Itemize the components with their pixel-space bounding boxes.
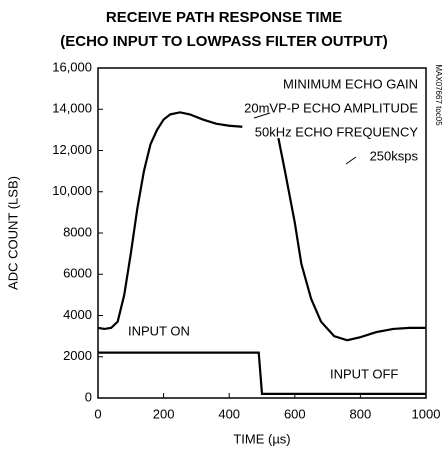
leader-line <box>253 112 271 119</box>
chart-title: RECEIVE PATH RESPONSE TIME <box>106 9 342 26</box>
y-tick-label: 2000 <box>63 348 92 363</box>
y-tick-label: 10,000 <box>52 183 92 198</box>
y-tick-label: 16,000 <box>52 59 92 74</box>
x-tick-label: 1000 <box>412 406 441 421</box>
chart-title: (ECHO INPUT TO LOWPASS FILTER OUTPUT) <box>60 33 388 50</box>
y-tick-label: 8000 <box>63 224 92 239</box>
y-tick-label: 12,000 <box>52 142 92 157</box>
y-tick-label: 6000 <box>63 266 92 281</box>
y-tick-label: 4000 <box>63 307 92 322</box>
figure-id: MAX07667 toc05 <box>434 64 443 126</box>
annotation: INPUT OFF <box>330 366 398 381</box>
x-tick-label: 400 <box>218 406 240 421</box>
y-tick-label: 14,000 <box>52 101 92 116</box>
annotation: 50kHz ECHO FREQUENCY <box>255 124 419 139</box>
x-tick-label: 600 <box>284 406 306 421</box>
x-tick-label: 800 <box>350 406 372 421</box>
annotation: 20mVP-P ECHO AMPLITUDE <box>244 100 418 115</box>
annotation: INPUT ON <box>128 323 190 338</box>
x-tick-label: 0 <box>94 406 101 421</box>
y-tick-label: 0 <box>85 389 92 404</box>
plot-frame <box>97 67 427 399</box>
y-axis-label: ADC COUNT (LSB) <box>5 176 20 290</box>
annotation: 250ksps <box>370 148 419 163</box>
data-line <box>98 351 426 395</box>
x-tick-label: 200 <box>153 406 175 421</box>
annotation: MINIMUM ECHO GAIN <box>283 76 418 91</box>
leader-line <box>345 156 357 165</box>
data-line <box>97 111 426 342</box>
x-axis-label: TIME (µs) <box>233 431 290 446</box>
